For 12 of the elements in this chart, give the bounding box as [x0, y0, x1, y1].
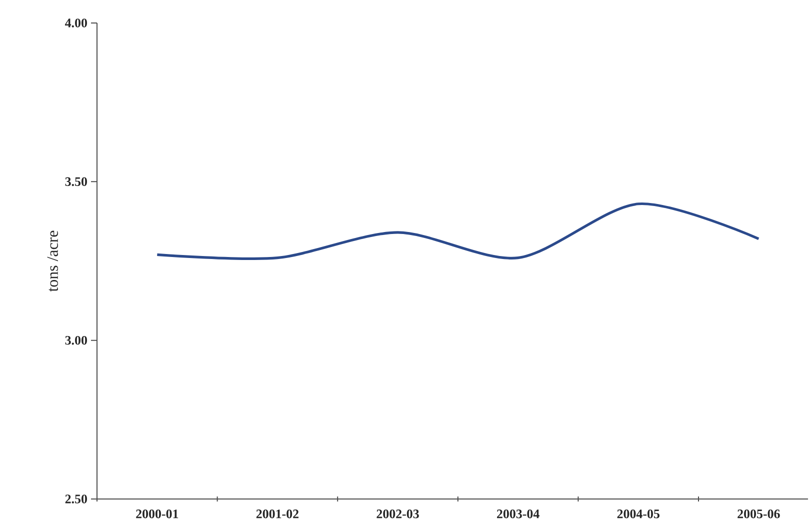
x-tick-label: 2005-06 [738, 510, 780, 518]
x-tick-label: 2003-04 [497, 510, 540, 518]
x-tick-label: 2000-01 [136, 510, 178, 518]
y-tick-label: 2.50 [65, 494, 87, 504]
x-tick-label: 2004-05 [617, 510, 660, 518]
y-tick-label: 4.00 [64, 18, 87, 28]
y-tick-label: 3.00 [65, 336, 87, 345]
x-tick-label: 2002-03 [376, 510, 419, 518]
line-series [156, 202, 760, 260]
x-tick-label: 2001-02 [256, 510, 298, 518]
y-axis-title: tons /acre [47, 230, 58, 292]
y-tick-label: 3.50 [65, 177, 87, 186]
